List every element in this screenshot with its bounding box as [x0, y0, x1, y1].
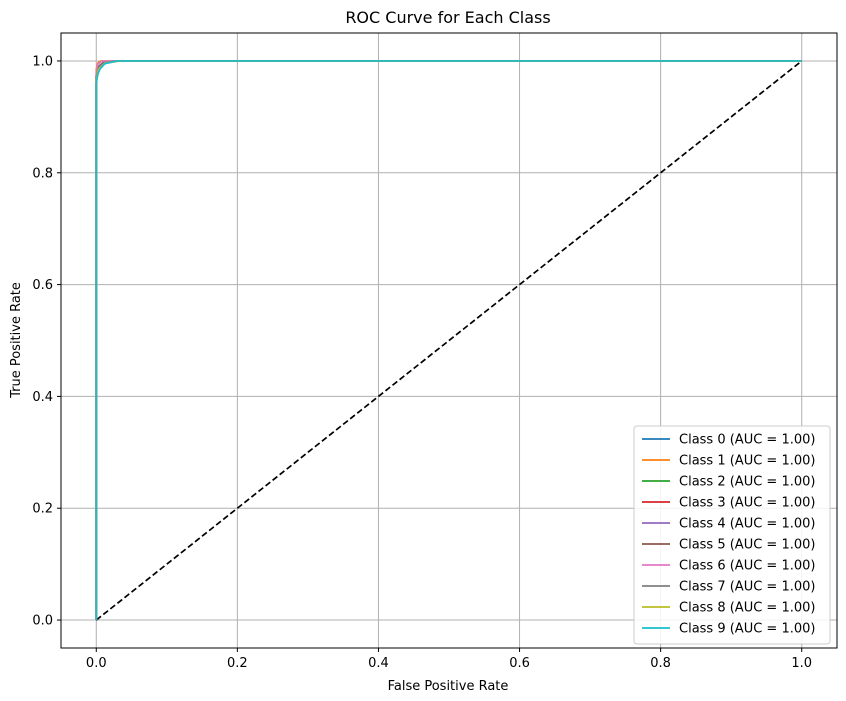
x-tick-label: 0.2: [227, 656, 248, 671]
reference-diagonal: [95, 60, 803, 621]
legend-label: Class 7 (AUC = 1.00): [679, 580, 815, 595]
y-tick-label: 0.0: [32, 614, 53, 629]
y-axis-ticks: 0.0 0.2 0.4 0.6 0.8 1.0: [32, 54, 61, 629]
y-axis-label: True Positive Rate: [9, 282, 24, 399]
legend-label: Class 0 (AUC = 1.00): [679, 433, 815, 448]
reference-diagonal-line: [95, 60, 803, 621]
x-tick-label: 0.4: [368, 656, 389, 671]
series-line-class-9: [95, 60, 802, 621]
plot-frame: [60, 32, 838, 649]
x-tick-label: 0.6: [509, 656, 530, 671]
legend-label: Class 2 (AUC = 1.00): [679, 475, 815, 490]
x-tick-label: 0.8: [650, 656, 671, 671]
chart-title: ROC Curve for Each Class: [345, 8, 550, 27]
x-tick-label: 0.0: [86, 656, 107, 671]
y-tick-label: 0.2: [32, 502, 53, 517]
y-tick-label: 1.0: [32, 54, 53, 69]
y-tick-label: 0.8: [32, 166, 53, 181]
legend-box: [633, 425, 831, 645]
y-tick-label: 0.4: [32, 390, 53, 405]
legend: Class 0 (AUC = 1.00) Class 1 (AUC = 1.00)…: [633, 425, 831, 645]
legend-label: Class 5 (AUC = 1.00): [679, 538, 815, 553]
legend-label: Class 1 (AUC = 1.00): [679, 454, 815, 469]
grid: [61, 33, 837, 648]
x-axis-ticks: 0.0 0.2 0.4 0.6 0.8 1.0: [86, 648, 812, 671]
legend-label: Class 3 (AUC = 1.00): [679, 496, 815, 511]
legend-label: Class 4 (AUC = 1.00): [679, 517, 815, 532]
legend-label: Class 9 (AUC = 1.00): [679, 622, 815, 637]
y-tick-label: 0.6: [32, 278, 53, 293]
legend-label: Class 8 (AUC = 1.00): [679, 601, 815, 616]
series-lines: [95, 60, 802, 621]
x-axis-label: False Positive Rate: [388, 679, 509, 694]
legend-label: Class 6 (AUC = 1.00): [679, 559, 815, 574]
x-tick-label: 1.0: [791, 656, 812, 671]
